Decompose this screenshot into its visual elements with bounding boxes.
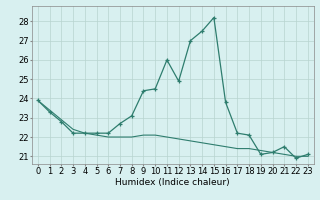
X-axis label: Humidex (Indice chaleur): Humidex (Indice chaleur) (116, 178, 230, 187)
